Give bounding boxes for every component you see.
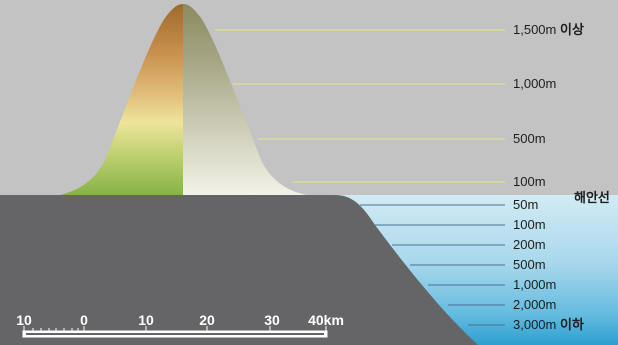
depth-label-200m: 200m (513, 237, 546, 252)
scale-label-10-left: 10 (16, 312, 32, 328)
scale-label-20: 20 (199, 312, 215, 328)
depth-label-1000m: 1,000m (513, 277, 557, 292)
scale-bar (22, 326, 328, 338)
scale-label-30: 30 (264, 312, 280, 328)
elevation-label-1500m: 1,500m 이상 (513, 22, 584, 37)
depth-label-50m: 50m (513, 197, 539, 212)
coastline-label: 해안선 (574, 190, 610, 205)
depth-label-100m: 100m (513, 217, 546, 232)
scale-label-40km: 40km (308, 312, 344, 328)
elevation-label-500m: 500m (513, 131, 546, 146)
depth-label-500m: 500m (513, 257, 546, 272)
land-section (0, 195, 478, 345)
elevation-label-100m: 100m (513, 174, 546, 189)
scale-label-0: 0 (80, 312, 88, 328)
elevation-label-1000m: 1,000m (513, 76, 557, 91)
depth-label-2000m: 2,000m (513, 297, 557, 312)
scale-label-10: 10 (138, 312, 154, 328)
mountain (60, 4, 306, 195)
depth-label-3000m: 3,000m 이하 (513, 317, 584, 332)
